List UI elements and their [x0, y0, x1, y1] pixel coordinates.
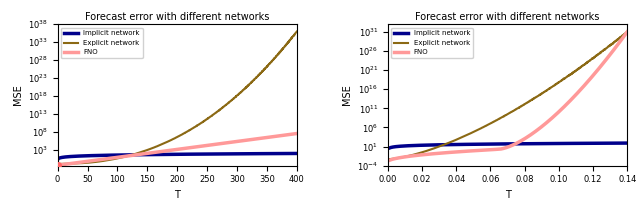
Implicit network: [623, 142, 631, 144]
Explicit network: [490, 120, 498, 123]
Line: Implicit network: Implicit network: [390, 143, 627, 148]
Implicit network: [164, 153, 172, 156]
Explicit network: [286, 39, 294, 41]
Implicit network: [54, 158, 61, 160]
Explicit network: [54, 163, 61, 165]
Implicit network: [286, 152, 294, 155]
FNO: [67, 162, 74, 165]
Implicit network: [549, 142, 557, 145]
Explicit network: [164, 140, 172, 143]
FNO: [549, 116, 557, 119]
Explicit network: [293, 30, 301, 33]
Explicit network: [243, 86, 250, 88]
Y-axis label: MSE: MSE: [13, 85, 22, 105]
FNO: [293, 132, 301, 135]
Explicit network: [623, 31, 631, 33]
Explicit network: [482, 125, 490, 127]
Legend: Implicit network, Explicit network, FNO: Implicit network, Explicit network, FNO: [61, 28, 143, 58]
FNO: [286, 133, 294, 136]
Implicit network: [482, 143, 490, 145]
Line: Explicit network: Explicit network: [58, 32, 297, 164]
Implicit network: [386, 147, 394, 149]
Explicit network: [67, 162, 74, 165]
FNO: [164, 149, 172, 152]
FNO: [623, 31, 631, 33]
Y-axis label: MSE: MSE: [342, 85, 351, 105]
FNO: [170, 149, 178, 151]
Explicit network: [56, 163, 63, 165]
Implicit network: [293, 152, 301, 155]
Implicit network: [67, 155, 74, 158]
Explicit network: [549, 85, 557, 87]
FNO: [54, 164, 61, 166]
Explicit network: [623, 31, 631, 33]
Explicit network: [286, 39, 294, 41]
Explicit network: [410, 153, 418, 156]
Implicit network: [286, 152, 294, 155]
Title: Forecast error with different networks: Forecast error with different networks: [415, 12, 600, 22]
X-axis label: T: T: [174, 190, 180, 200]
X-axis label: T: T: [504, 190, 511, 200]
FNO: [243, 139, 250, 141]
FNO: [575, 90, 583, 92]
Explicit network: [170, 137, 178, 140]
Implicit network: [575, 142, 583, 145]
Legend: Implicit network, Explicit network, FNO: Implicit network, Explicit network, FNO: [391, 28, 473, 58]
Implicit network: [243, 153, 250, 155]
Line: FNO: FNO: [58, 134, 297, 165]
Line: FNO: FNO: [390, 32, 627, 160]
FNO: [490, 148, 498, 151]
Explicit network: [575, 67, 583, 70]
Implicit network: [410, 144, 418, 147]
FNO: [386, 159, 394, 161]
Explicit network: [386, 158, 394, 160]
FNO: [286, 133, 294, 136]
Title: Forecast error with different networks: Forecast error with different networks: [85, 12, 269, 22]
Line: Explicit network: Explicit network: [390, 32, 627, 159]
Implicit network: [170, 153, 178, 156]
Implicit network: [490, 143, 498, 145]
Line: Implicit network: Implicit network: [58, 154, 297, 159]
FNO: [571, 95, 579, 97]
FNO: [482, 149, 490, 151]
Explicit network: [571, 70, 579, 73]
FNO: [410, 155, 418, 157]
Implicit network: [571, 142, 579, 145]
